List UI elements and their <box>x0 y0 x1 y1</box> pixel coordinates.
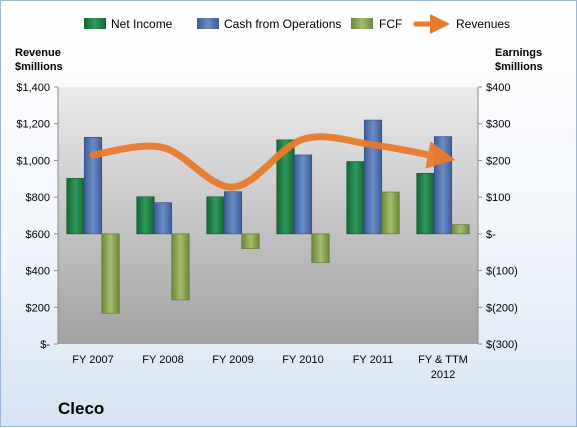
legend-label-fcf: FCF <box>379 17 402 31</box>
right-axis-tick-label: $(100) <box>486 266 518 278</box>
right-axis-tick-label: $200 <box>486 155 510 167</box>
right-axis-tick-label: $- <box>486 229 496 241</box>
legend-swatch-fcf <box>351 18 373 29</box>
right-axis-tick-label: $(300) <box>486 339 518 351</box>
right-axis-tick-label: $300 <box>486 119 510 131</box>
left-axis-title-line-1: Revenue <box>15 47 61 59</box>
chart-legend: Net Income Cash from Operations FCF Reve… <box>84 14 510 34</box>
revenues-line <box>89 133 456 191</box>
net-income-bar <box>66 178 85 235</box>
net-income-bar <box>416 172 435 235</box>
cash-from-operations-bar <box>433 136 453 235</box>
fcf-bar <box>241 233 260 249</box>
x-axis-tick-label: FY 2008 <box>142 354 183 366</box>
net-income-bar <box>136 196 155 235</box>
left-axis-tick-label: $600 <box>26 229 50 241</box>
x-axis-tick-label: 2012 <box>431 369 455 381</box>
fcf-bar <box>101 233 120 314</box>
revenues-line-series <box>89 133 456 191</box>
left-axis-tick-label: $200 <box>26 302 50 314</box>
right-axis-title-line-2: $millions <box>495 61 543 73</box>
fcf-bar <box>311 233 330 263</box>
left-axis-ticks: $- $200 $400 $600 $800 $1,000 $1,200 $1,400 <box>16 82 58 351</box>
x-axis-labels: FY 2007 FY 2008 FY 2009 FY 2010 FY 2011 FY & … <box>72 354 468 381</box>
right-axis-tick-label: $(200) <box>486 302 518 314</box>
bar-series <box>66 119 470 314</box>
cash-from-operations-bar <box>293 154 313 235</box>
left-axis-tick-label: $1,400 <box>16 82 50 94</box>
legend-label-net-income: Net Income <box>111 17 173 31</box>
left-axis-tick-label: $400 <box>26 266 50 278</box>
right-axis-ticks: $(300) $(200) $(100) $- $100 $200 $300 $400 <box>478 82 518 351</box>
left-axis-tick-label: $- <box>40 339 50 351</box>
x-axis-tick-label: FY 2011 <box>353 354 394 366</box>
legend-swatch-cash-from-operations <box>197 18 219 29</box>
x-axis-tick-label: FY & TTM <box>418 354 468 366</box>
right-axis-title-line-1: Earnings <box>495 47 542 59</box>
net-income-bar <box>206 196 225 235</box>
fcf-bar <box>171 233 190 301</box>
cash-from-operations-bar <box>83 136 103 235</box>
right-axis-tick-label: $100 <box>486 192 510 204</box>
net-income-bar <box>346 161 365 235</box>
fcf-bar <box>381 191 400 235</box>
cash-from-operations-bar <box>223 191 243 235</box>
legend-swatch-net-income <box>84 18 106 29</box>
left-axis-title-line-2: $millions <box>15 61 63 73</box>
plot-area <box>58 87 478 344</box>
left-axis-tick-label: $1,200 <box>16 119 50 131</box>
cash-from-operations-bar <box>153 202 173 235</box>
legend-label-cash-from-operations: Cash from Operations <box>224 17 341 31</box>
x-axis-tick-label: FY 2007 <box>72 354 113 366</box>
chart-title: Cleco <box>58 399 104 418</box>
cash-from-operations-bar <box>363 119 383 235</box>
x-axis-tick-label: FY 2009 <box>212 354 253 366</box>
left-axis-tick-label: $800 <box>26 192 50 204</box>
fcf-bar <box>451 224 470 235</box>
legend-label-revenues: Revenues <box>456 17 510 31</box>
x-axis-tick-label: FY 2010 <box>282 354 323 366</box>
right-axis-tick-label: $400 <box>486 82 510 94</box>
left-axis-tick-label: $1,000 <box>16 155 50 167</box>
